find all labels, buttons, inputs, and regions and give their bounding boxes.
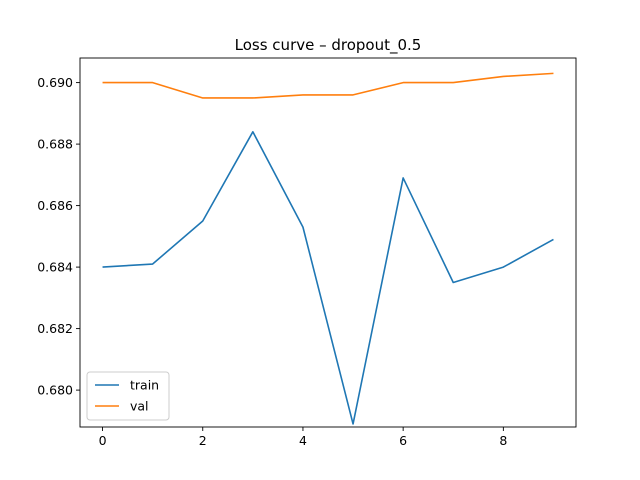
x-tick-label: 4 <box>299 433 307 448</box>
y-tick-label: 0.682 <box>37 321 73 336</box>
y-tick-label: 0.690 <box>37 75 73 90</box>
legend: train val <box>86 371 170 421</box>
legend-box <box>86 371 170 421</box>
y-tick-label: 0.680 <box>37 383 73 398</box>
x-tick-label: 6 <box>399 433 407 448</box>
x-tick-label: 2 <box>199 433 207 448</box>
series-line-val <box>102 72 554 99</box>
x-tick-label: 0 <box>99 433 107 448</box>
series-line-train <box>102 131 554 425</box>
x-tick-label: 8 <box>499 433 507 448</box>
x-axis: 0 2 4 6 8 <box>99 427 507 448</box>
legend-label-train: train <box>130 378 159 393</box>
y-tick-label: 0.686 <box>37 198 73 213</box>
y-axis: 0.680 0.682 0.684 0.686 0.688 0.690 <box>37 75 80 398</box>
y-tick-label: 0.688 <box>37 137 73 152</box>
plot-area <box>79 57 577 428</box>
y-tick-label: 0.684 <box>37 260 73 275</box>
legend-label-val: val <box>130 399 149 414</box>
chart-title: Loss curve – dropout_0.5 <box>235 36 422 55</box>
series-layer <box>102 72 554 425</box>
plot-frame <box>79 57 577 428</box>
